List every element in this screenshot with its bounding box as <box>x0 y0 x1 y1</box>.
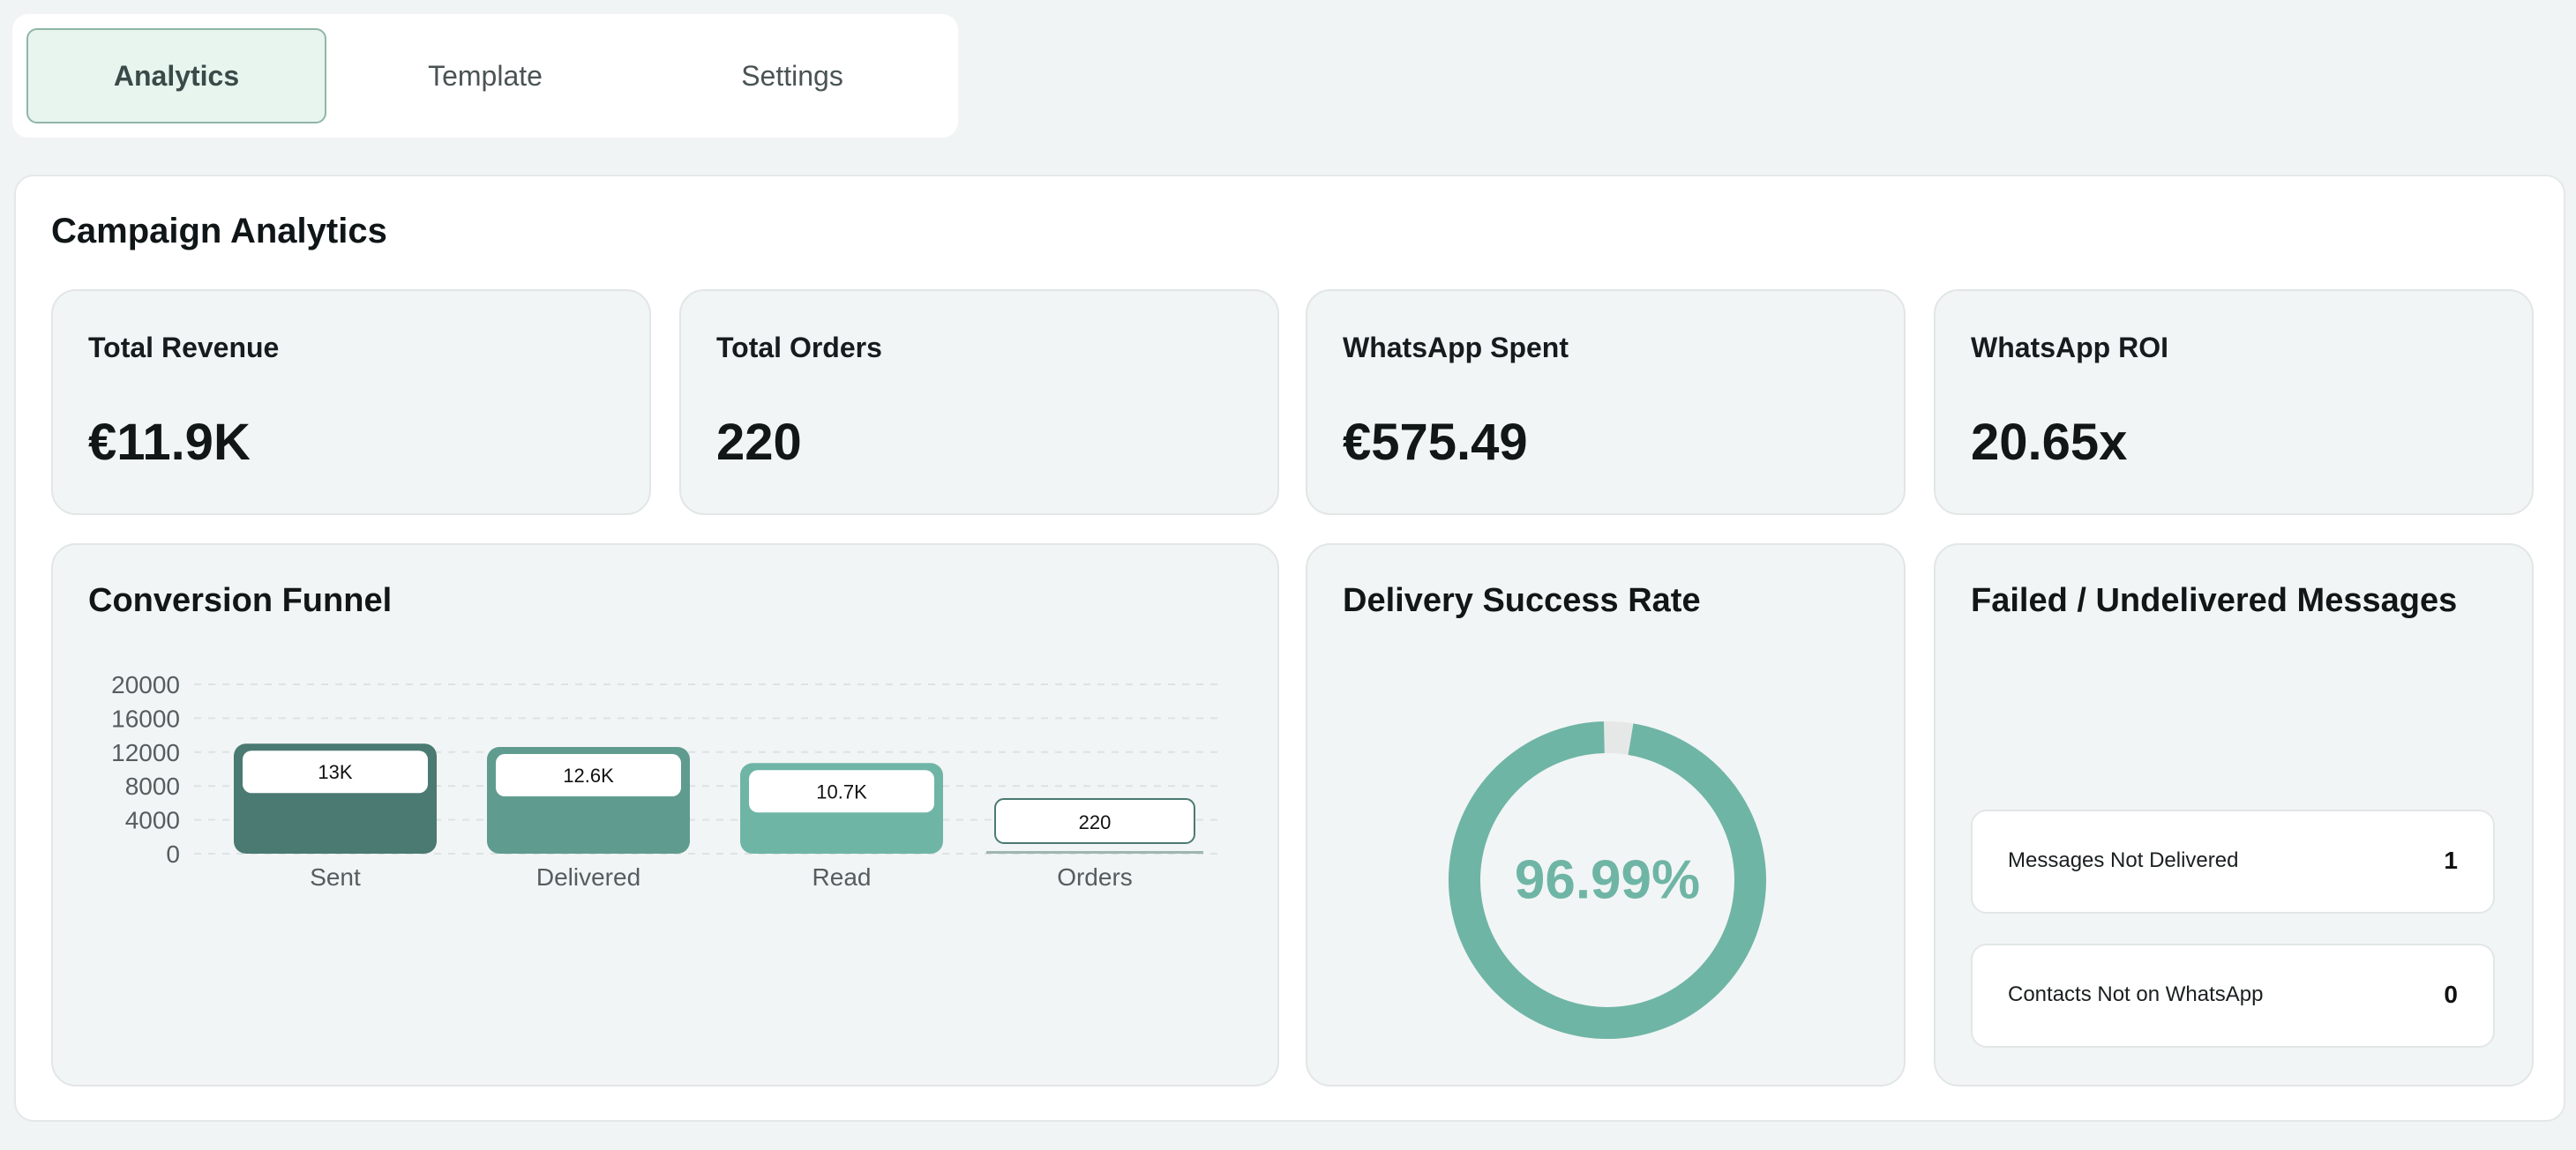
x-category-label: Delivered <box>536 863 640 891</box>
data-label: 220 <box>1079 811 1112 833</box>
donut-success-ring <box>1449 721 1766 1039</box>
bar-orders <box>986 851 1203 854</box>
kpi-card-total-revenue: Total Revenue €11.9K <box>51 289 651 515</box>
kpi-value: €11.9K <box>88 414 251 471</box>
page-title: Campaign Analytics <box>51 212 387 250</box>
x-category-label: Sent <box>310 863 361 891</box>
x-category-label: Read <box>812 863 872 891</box>
kpi-card-total-orders: Total Orders 220 <box>679 289 1279 515</box>
row-count: 0 <box>2444 981 2458 1008</box>
tab-settings[interactable]: Settings <box>741 59 843 92</box>
x-category-label: Orders <box>1057 863 1133 891</box>
y-tick-label: 20000 <box>111 671 180 698</box>
kpi-label: WhatsApp Spent <box>1343 332 1569 363</box>
y-tick-label: 0 <box>166 840 180 868</box>
y-tick-label: 8000 <box>125 773 180 800</box>
tab-analytics[interactable]: Analytics <box>26 28 326 123</box>
row-count: 1 <box>2444 847 2458 874</box>
campaign-analytics-panel: Campaign Analytics Total Revenue €11.9K … <box>14 175 2565 1122</box>
kpi-value: 20.65x <box>1971 414 2128 471</box>
card-title: Delivery Success Rate <box>1343 582 1701 619</box>
data-label-box <box>749 770 934 813</box>
conversion-funnel-chart: 20000 16000 12000 8000 4000 0 13K Sent 12.6K Deli… <box>111 671 1219 891</box>
data-label-box <box>243 750 428 794</box>
row-label: Messages Not Delivered <box>2008 848 2239 872</box>
delivery-success-card: Delivery Success Rate 96.99% <box>1306 543 1906 1087</box>
data-label-box <box>496 754 681 797</box>
card-title: Conversion Funnel <box>88 582 393 619</box>
data-label: 10.7K <box>816 780 867 803</box>
failed-messages-card: Failed / Undelivered Messages Messages N… <box>1934 543 2534 1087</box>
kpi-value: 220 <box>716 414 802 471</box>
kpi-label: Total Revenue <box>88 332 280 363</box>
tab-bar: Analytics Template Settings <box>12 14 958 138</box>
kpi-label: Total Orders <box>716 332 882 363</box>
y-tick-label: 12000 <box>111 739 180 766</box>
kpi-card-whatsapp-spent: WhatsApp Spent €575.49 <box>1306 289 1906 515</box>
data-label-box <box>994 798 1195 844</box>
data-label: 12.6K <box>563 765 614 787</box>
messages-not-delivered-row: Messages Not Delivered 1 <box>1971 810 2495 914</box>
kpi-value: €575.49 <box>1343 414 1528 471</box>
conversion-funnel-card: Conversion Funnel 20000 16000 12000 8000 400… <box>51 543 1279 1087</box>
tab-template[interactable]: Template <box>428 59 543 92</box>
y-tick-label: 16000 <box>111 705 180 732</box>
delivery-donut-chart: 96.99% <box>1449 721 1766 1039</box>
data-label: 13K <box>318 761 352 783</box>
contacts-not-on-whatsapp-row: Contacts Not on WhatsApp 0 <box>1971 944 2495 1048</box>
kpi-card-whatsapp-roi: WhatsApp ROI 20.65x <box>1934 289 2534 515</box>
row-label: Contacts Not on WhatsApp <box>2008 982 2264 1006</box>
card-title: Failed / Undelivered Messages <box>1971 582 2458 619</box>
y-tick-label: 4000 <box>125 807 180 834</box>
donut-percent-label: 96.99% <box>1515 849 1700 910</box>
kpi-label: WhatsApp ROI <box>1971 332 2168 363</box>
